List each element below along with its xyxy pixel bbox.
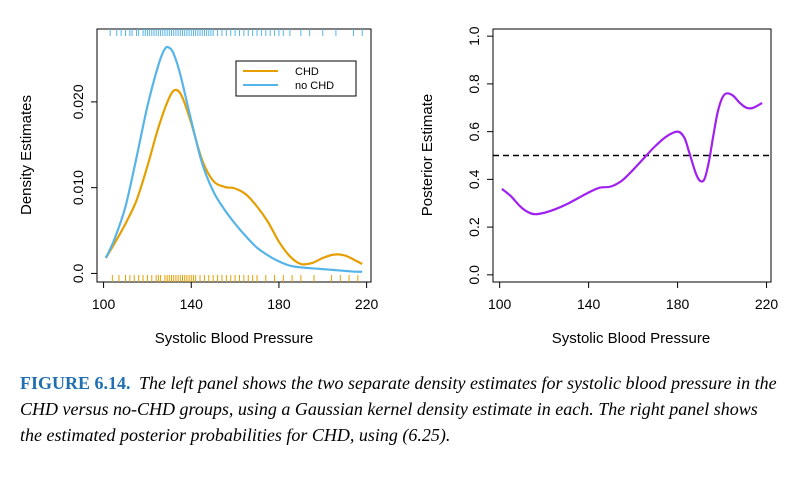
legend-box [235, 60, 357, 97]
series-line-posterior [501, 92, 763, 216]
right-x-tick-label: 180 [666, 296, 690, 312]
left-x-tick-label: 140 [180, 296, 204, 312]
right-y-tick-label: 0.4 [466, 169, 482, 189]
right-y-tick-label: 0.2 [466, 217, 482, 237]
legend: CHD no CHD [235, 60, 357, 97]
left-rug-chd [111, 275, 359, 282]
left-x-axis-title: Systolic Blood Pressure [155, 330, 313, 347]
series-line-chd [104, 88, 363, 266]
figure-caption: FIGURE 6.14. The left panel shows the tw… [20, 370, 780, 448]
left-x-tick-label: 180 [267, 296, 291, 312]
figure-label: FIGURE 6.14. [20, 373, 131, 393]
right-y-tick-label: 0.0 [466, 265, 482, 285]
right-y-tick-label: 0.6 [466, 122, 482, 142]
right-x-axis-title: Systolic Blood Pressure [552, 330, 710, 347]
right-x-tick-label: 100 [488, 296, 512, 312]
series-line-no-chd [104, 45, 363, 273]
left-panel: 100 140 180 220 0.0 0.010 0.020 Systolic Bloo… [18, 28, 379, 347]
right-posterior-line [501, 92, 763, 216]
right-panel: 100 140 180 220 0.0 0.2 0.4 0.6 0.8 1.0 Systolic… [419, 26, 778, 347]
right-x-tick-label: 220 [755, 296, 779, 312]
left-x-axis: 100 140 180 220 [92, 282, 379, 312]
figure-canvas: 100 140 180 220 0.0 0.010 0.020 Systolic Bloo… [18, 26, 778, 347]
left-y-tick-label: 0.0 [70, 263, 86, 283]
left-y-tick-label: 0.010 [70, 170, 86, 205]
left-plot-frame [96, 28, 372, 283]
figure-caption-text: The left panel shows the two separate de… [20, 373, 777, 445]
left-y-tick-label: 0.020 [70, 84, 86, 119]
left-density-lines [104, 45, 363, 273]
left-rug-no-chd [109, 29, 363, 36]
legend-label-chd: CHD [295, 66, 319, 78]
left-x-tick-label: 220 [355, 296, 379, 312]
right-y-tick-label: 1.0 [466, 26, 482, 46]
left-y-axis: 0.0 0.010 0.020 [70, 84, 97, 283]
left-x-tick-label: 100 [92, 296, 116, 312]
right-y-axis-title: Posterior Estimate [419, 94, 436, 217]
legend-label-no-chd: no CHD [295, 80, 334, 92]
right-y-axis: 0.0 0.2 0.4 0.6 0.8 1.0 [466, 26, 493, 285]
left-y-axis-title: Density Estimates [18, 95, 35, 215]
right-y-tick-label: 0.8 [466, 74, 482, 94]
right-x-tick-label: 140 [577, 296, 601, 312]
right-x-axis: 100 140 180 220 [488, 282, 778, 312]
